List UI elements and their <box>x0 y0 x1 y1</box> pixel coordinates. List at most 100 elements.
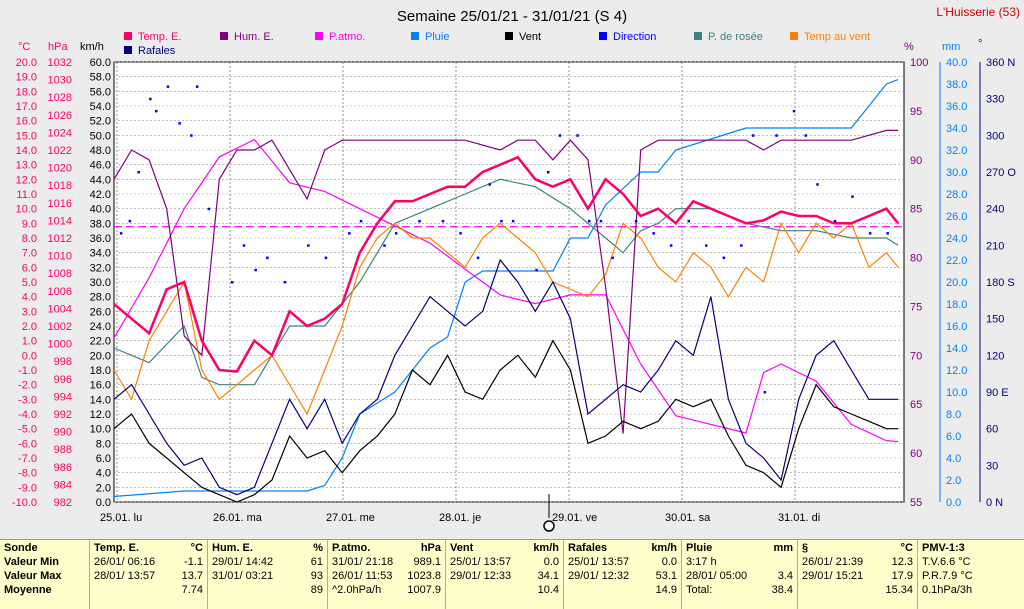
tick-temp: -10.0 <box>12 497 37 509</box>
legend-label: Vent <box>519 31 541 43</box>
tick-temp: -8.0 <box>18 468 37 480</box>
x-label: 26.01. ma <box>213 512 263 524</box>
stats-col-8: PMV-1:3 T.V.6.6 °C P.R.7.9 °C 0.1hPa/3h <box>918 540 1024 609</box>
stats-cell: 0.0 <box>661 556 677 568</box>
tick-deg: 60 <box>986 424 998 436</box>
stats-cell: 38.4 <box>771 584 793 596</box>
tick-temp: 10.0 <box>16 204 37 216</box>
legend-item-vent: Vent <box>505 31 541 43</box>
stats-header: PMV-1:3 <box>922 542 965 554</box>
tick-mm: 28.0 <box>946 189 967 201</box>
stats-col-3: P.atmo. hPa 31/01/ 21:18 989.1 26/01/ 11:53 1… <box>328 540 446 609</box>
tick-hpa: 998 <box>54 356 72 368</box>
stats-cell: 26/01/ 11:53 <box>332 570 393 582</box>
stats-cell: 7.74 <box>181 584 203 596</box>
stats-header: °C <box>190 542 203 554</box>
tick-hpa: 994 <box>54 391 72 403</box>
tick-wind: 38.0 <box>90 218 111 230</box>
tick-hpa: 1012 <box>48 233 72 245</box>
legend-swatch <box>599 32 607 40</box>
stats-header: Temp. E. <box>94 542 140 554</box>
unit-wind: km/h <box>80 41 104 53</box>
chart-title: Semaine 25/01/21 - 31/01/21 (S 4) <box>397 8 627 25</box>
legend-swatch <box>411 32 419 40</box>
x-label: 29.01. ve <box>552 512 597 524</box>
direction-point <box>155 109 158 113</box>
tick-pct: 75 <box>910 301 922 313</box>
unit-temp: °C <box>18 41 30 53</box>
stats-cell: Total: <box>686 584 713 596</box>
legend-item-patmo: P.atmo. <box>315 31 366 43</box>
tick-wind: 10.0 <box>90 424 111 436</box>
tick-temp: -6.0 <box>18 438 37 450</box>
tick-temp: 12.0 <box>16 174 37 186</box>
time-cursor[interactable] <box>543 494 555 532</box>
direction-point <box>476 256 480 260</box>
tick-hpa: 1000 <box>48 339 72 351</box>
direction-point <box>324 256 328 260</box>
tick-mm: 34.0 <box>946 123 967 135</box>
legend-item-tempvent: Temp au vent <box>790 31 870 43</box>
tick-wind: 28.0 <box>90 292 111 304</box>
tick-mm: 38.0 <box>946 79 967 91</box>
stats-cell: 26/01/ 21:39 <box>802 556 864 568</box>
stats-cell: 1007.9 <box>407 584 441 596</box>
legend-item-rafales: Rafales <box>124 45 176 57</box>
stats-cell: 25/01/ 13:57 <box>450 556 512 568</box>
stats-cell: 29/01/ 12:32 <box>568 570 630 582</box>
direction-point <box>634 219 638 223</box>
tick-wind: 60.0 <box>90 57 111 69</box>
tick-hpa: 1020 <box>48 163 72 175</box>
tick-deg: 360 N <box>986 57 1015 69</box>
tick-hpa: 1032 <box>48 57 72 69</box>
tick-deg: 300 <box>986 130 1004 142</box>
direction-point <box>348 232 351 235</box>
tick-mm: 2.0 <box>946 475 961 487</box>
tick-pct: 100 <box>910 57 928 69</box>
tick-deg: 240 <box>986 204 1004 216</box>
series-vent <box>113 339 899 503</box>
tick-temp: 20.0 <box>16 57 37 69</box>
direction-point <box>383 244 386 247</box>
stats-cell: ^2.0hPa/h <box>332 584 382 596</box>
grid <box>114 61 904 503</box>
tick-temp: -2.0 <box>18 380 37 392</box>
direction-point <box>242 244 246 247</box>
legend-item-direction: Direction <box>599 31 656 43</box>
unit-pct: % <box>904 41 914 53</box>
tick-hpa: 988 <box>54 444 72 456</box>
tick-temp: 3.0 <box>22 306 37 318</box>
tick-hpa: 1008 <box>48 268 72 280</box>
tick-mm: 20.0 <box>946 277 967 289</box>
tick-wind: 58.0 <box>90 72 111 84</box>
weather-chart: Semaine 25/01/21 - 31/01/21 (S 4) L'Huis… <box>12 5 1020 532</box>
direction-point <box>207 207 211 211</box>
tick-temp: 14.0 <box>16 145 37 157</box>
stats-cell: -1.1 <box>184 556 203 568</box>
stats-col-0: Sonde Valeur Min Valeur Max Moyenne <box>0 540 90 609</box>
tick-hpa: 1024 <box>48 127 72 139</box>
tick-pct: 55 <box>910 497 922 509</box>
stats-header: hPa <box>420 542 441 554</box>
tick-wind: 22.0 <box>90 336 111 348</box>
series-pluie <box>113 79 899 498</box>
tick-mm: 22.0 <box>946 255 967 267</box>
stats-header: Sonde <box>4 542 38 554</box>
tick-pct: 80 <box>910 253 922 265</box>
tick-wind: 42.0 <box>90 189 111 201</box>
tick-temp: 15.0 <box>16 130 37 142</box>
legend-swatch <box>220 32 228 40</box>
tick-hpa: 1022 <box>48 145 72 157</box>
direction-point <box>459 232 462 235</box>
tick-deg: 0 N <box>986 497 1003 509</box>
x-label: 30.01. sa <box>665 512 711 524</box>
tick-temp: 6.0 <box>22 262 37 274</box>
legend-label: Hum. E. <box>234 31 274 43</box>
tick-mm: 8.0 <box>946 409 961 421</box>
tick-pct: 65 <box>910 399 922 411</box>
direction-point <box>359 219 363 223</box>
tick-wind: 14.0 <box>90 394 111 406</box>
direction-point <box>851 195 854 198</box>
x-label: 27.01. me <box>326 512 375 524</box>
stats-cell: P.R.7.9 °C <box>922 570 973 582</box>
